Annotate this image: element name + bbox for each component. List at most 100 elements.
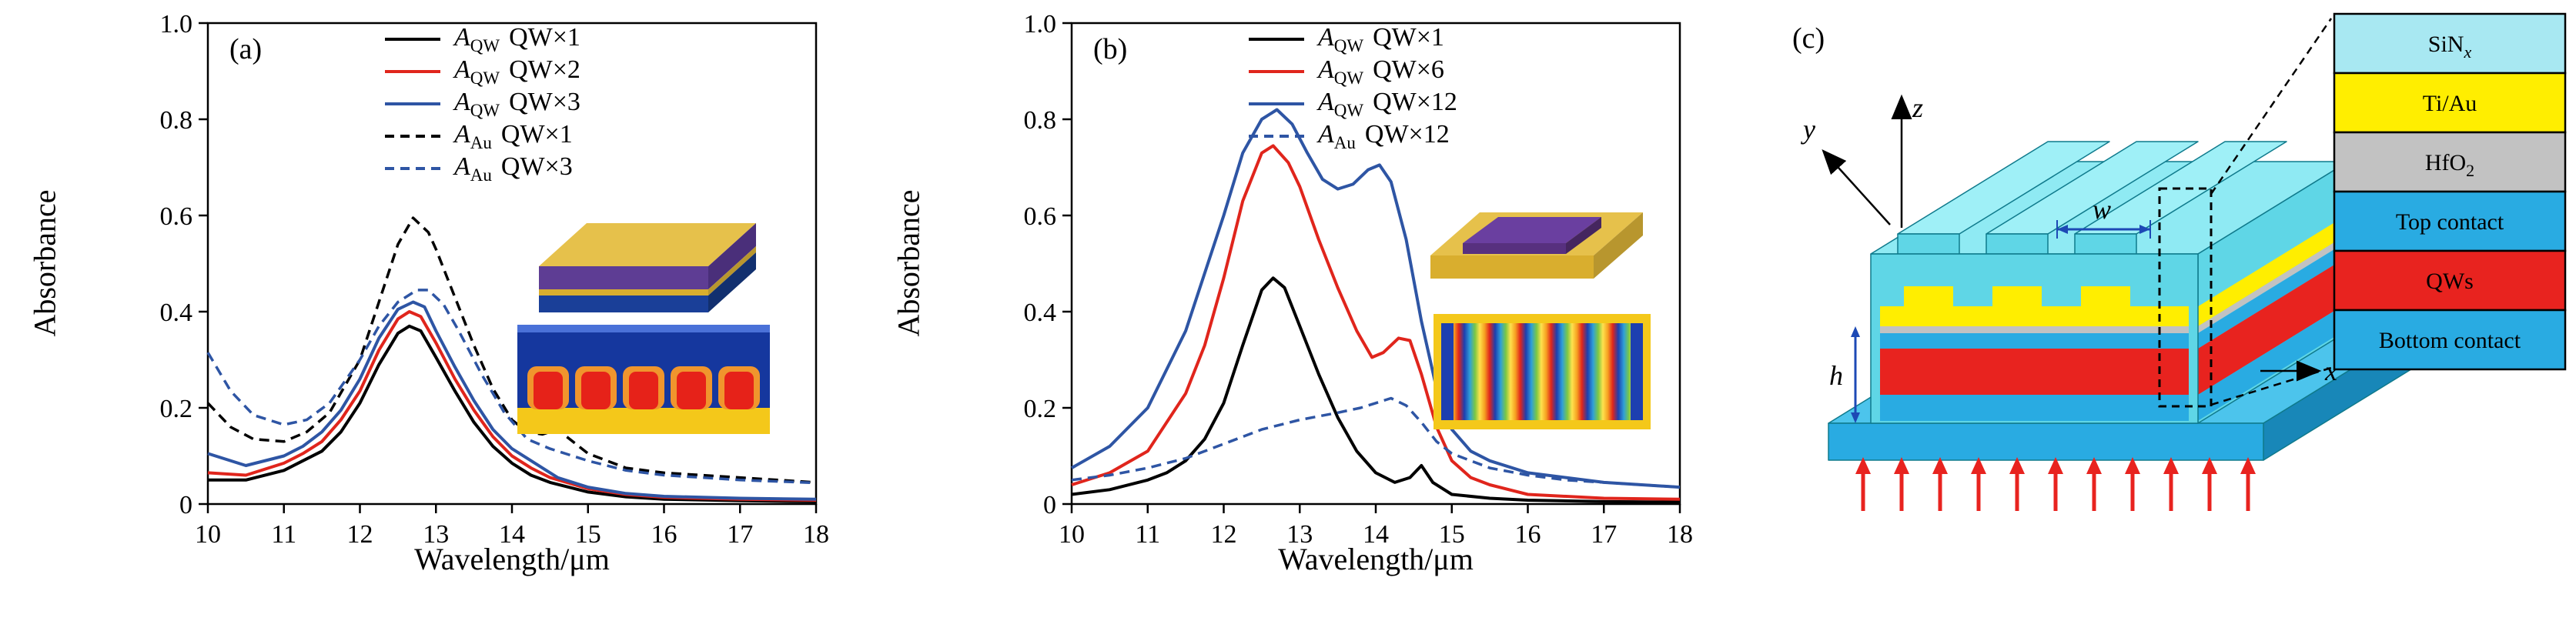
material-label: Top contact <box>2396 209 2504 235</box>
hotspot-core <box>629 372 658 409</box>
x-tick-label: 18 <box>803 520 829 549</box>
standing-wave-pattern <box>1441 323 1643 420</box>
material-label: SiNx <box>2428 32 2472 62</box>
ridge-front-3 <box>2074 233 2137 255</box>
field-hotspots <box>527 366 760 409</box>
legend-label: AQW QW×1 <box>1318 22 1444 55</box>
legend-line-sample <box>385 38 440 41</box>
material-swatch <box>2333 72 2567 134</box>
y-tick-label: 1.0 <box>160 10 193 38</box>
x-tick-label: 10 <box>1059 520 1085 549</box>
x-tick-label: 13 <box>423 520 449 549</box>
legend-a: AQW QW×1 AQW QW×2 AQW QW×3 AAu QW×1 AAu QW×3 <box>383 23 580 185</box>
x-tick-label: 12 <box>347 520 373 549</box>
ridge-front-1 <box>1897 233 1960 255</box>
inset-field-map-a <box>517 325 770 434</box>
y-axis-title-b: Absorbance <box>891 189 926 337</box>
material-label: Bottom contact <box>2379 328 2521 353</box>
legend-line-sample <box>385 135 440 138</box>
layer-top-contact <box>1880 333 2189 349</box>
inset-mode-pattern-b <box>1434 314 1651 429</box>
legend-label: AQW QW×1 <box>454 22 580 55</box>
legend-item: AQW QW×6 <box>1247 55 1457 88</box>
hotspot-core <box>534 372 563 409</box>
incident-light-arrowhead <box>2202 457 2217 474</box>
inset-field-map-a-svg <box>517 325 770 434</box>
w-arrow-head <box>2139 225 2150 234</box>
hotspot-core <box>724 372 754 409</box>
legend-line-sample <box>1249 38 1304 41</box>
layer-bottom-contact <box>1880 395 2189 421</box>
panel-b-label: (b) <box>1093 33 1128 65</box>
qw-layer-side <box>708 223 756 289</box>
qw-layer-front <box>539 266 708 289</box>
material-swatch <box>2333 309 2567 371</box>
end-layer <box>2198 302 2348 421</box>
incident-light-arrowhead <box>1855 457 1871 474</box>
y-tick-label: 0.8 <box>160 106 193 135</box>
incident-light-arrowhead <box>2009 457 2025 474</box>
legend-item: AQW QW×12 <box>1247 88 1457 120</box>
incident-light-arrowhead <box>2240 457 2256 474</box>
z-axis-label: z <box>1912 92 1923 123</box>
y-tick-label: 1.0 <box>1024 10 1057 38</box>
hotspot-core <box>677 372 706 409</box>
y-axis-label: y <box>1801 114 1815 145</box>
legend-label: AQW QW×12 <box>1318 87 1457 120</box>
y-axis-title-a: Absorbance <box>27 189 62 337</box>
series-line <box>206 289 817 485</box>
panel-b: 10 11 12 13 14 15 16 17 18 0 0.2 0.4 0.6 0.8 1.0 (b) A… <box>864 0 1726 621</box>
x-axis-title-a: Wavelength/μm <box>414 542 610 576</box>
incident-light-arrowhead <box>2125 457 2140 474</box>
ridge-front-2 <box>1986 233 2049 255</box>
zoom-connector-top <box>2210 18 2333 195</box>
substrate-front <box>539 295 708 312</box>
qw-mesa-side <box>1566 217 1601 254</box>
field-top-strip <box>517 325 770 332</box>
au-front <box>1430 255 1594 279</box>
x-tick-label: 15 <box>575 520 601 549</box>
right-cladding <box>1631 323 1643 420</box>
y-tick-label: 0.2 <box>160 395 193 423</box>
h-arrow-head <box>1851 326 1860 337</box>
series-line <box>207 300 817 501</box>
panel-c-label: (c) <box>1792 22 1825 55</box>
material-swatch <box>2333 12 2567 75</box>
incident-light-arrowhead <box>1932 457 1948 474</box>
legend-line-sample <box>385 102 440 105</box>
au-top-face <box>539 223 756 266</box>
legend-item: AAu QW×12 <box>1247 120 1457 152</box>
legend-item: AQW QW×2 <box>383 55 580 88</box>
y-tick-label: 0.4 <box>1024 299 1057 327</box>
series-line <box>1071 108 1681 489</box>
base-front <box>1828 422 2264 461</box>
layer-qws <box>1880 349 2189 395</box>
legend-item: AQW QW×1 <box>1247 23 1457 55</box>
incident-light-arrowhead <box>2086 457 2102 474</box>
legend-label: AAu QW×1 <box>454 119 573 152</box>
inset-mode-pattern-b-svg <box>1434 314 1651 429</box>
material-swatch <box>2333 131 2567 193</box>
layer-tiau-ridge <box>1904 286 1953 306</box>
legend-line-sample <box>1249 70 1304 73</box>
series-line <box>208 324 817 503</box>
legend-line-sample <box>385 167 440 170</box>
panel-c: z y x w h SiNx Ti/Au HfO2 Top contact QWs Bottom c… <box>1755 0 2576 621</box>
legend-line-sample <box>1249 135 1304 138</box>
end-layer <box>2198 233 2348 333</box>
material-label: QWs <box>2426 269 2474 294</box>
y-tick-label: 0.4 <box>160 299 193 327</box>
h-arrow-head <box>1851 412 1860 423</box>
panel-a-label: (a) <box>229 33 263 65</box>
x-tick-label: 16 <box>1515 520 1541 549</box>
layer-tiau-ridge <box>1992 286 2042 306</box>
hotspot-core <box>581 372 611 409</box>
series-line <box>1071 276 1681 504</box>
end-layer <box>2198 240 2348 349</box>
y-tick-label: 0.6 <box>1024 202 1057 231</box>
x-tick-label: 11 <box>1135 520 1160 549</box>
panel-a: 10 11 12 13 14 15 16 17 18 0 0.2 0.4 0.6 0.8 1.0 (a) A… <box>0 0 862 621</box>
w-label: w <box>2093 194 2111 225</box>
